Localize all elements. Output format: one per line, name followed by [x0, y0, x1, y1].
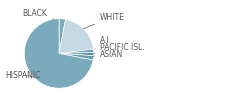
Text: HISPANIC: HISPANIC: [5, 70, 41, 80]
Text: WHITE: WHITE: [83, 12, 125, 29]
Text: PACIFIC ISL.: PACIFIC ISL.: [93, 43, 145, 54]
Wedge shape: [24, 19, 93, 88]
Text: A.I.: A.I.: [95, 36, 112, 49]
Wedge shape: [59, 19, 66, 54]
Wedge shape: [59, 19, 94, 54]
Wedge shape: [59, 49, 94, 54]
Text: ASIAN: ASIAN: [93, 50, 123, 59]
Wedge shape: [59, 52, 94, 56]
Text: BLACK: BLACK: [23, 9, 54, 19]
Wedge shape: [59, 54, 94, 60]
